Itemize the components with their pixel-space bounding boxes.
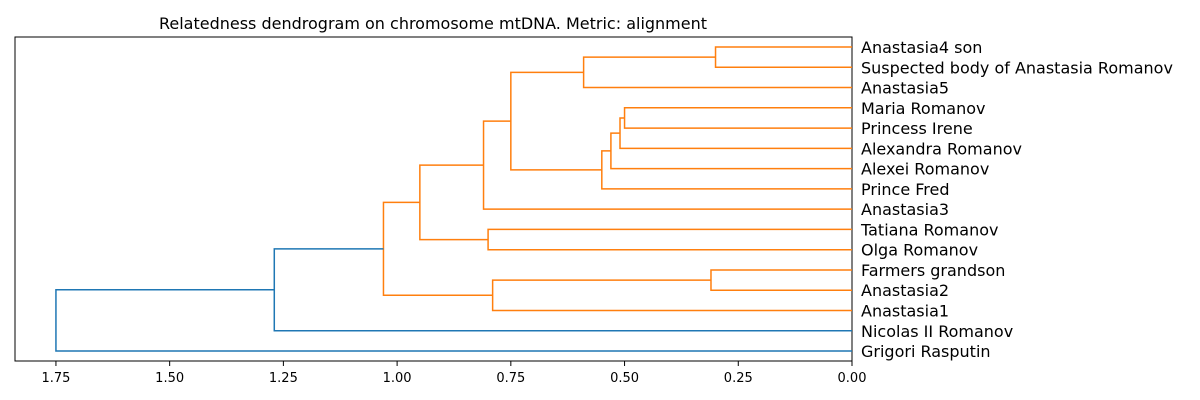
dendrogram-link-c7 (510, 71, 602, 171)
dendrogram-link-c5 (610, 132, 852, 170)
chart-title: Relatedness dendrogram on chromosome mtD… (159, 14, 707, 33)
dendrogram-link-c6 (601, 150, 852, 190)
leaf-label: Olga Romanov (861, 241, 978, 260)
dendrogram-link-c8 (482, 120, 852, 210)
x-tick-label: 0.75 (496, 371, 525, 386)
dendrogram-links (55, 46, 852, 352)
leaf-label: Anastasia3 (861, 200, 949, 219)
leaf-label: Suspected body of Anastasia Romanov (861, 58, 1173, 77)
leaf-label: Nicolas II Romanov (861, 322, 1013, 341)
x-tick-label: 0.50 (610, 371, 639, 386)
x-tick-label: 1.75 (41, 371, 70, 386)
dendrogram-link-c4 (619, 117, 852, 150)
dendrogram-link-c3 (623, 107, 852, 129)
x-tick-label: 0.00 (838, 371, 867, 386)
x-tick-label: 0.25 (724, 371, 753, 386)
leaf-label: Anastasia5 (861, 79, 949, 98)
x-tick-label: 1.00 (383, 371, 412, 386)
leaf-label: Farmers grandson (861, 261, 1005, 280)
dendrogram-link-c12 (491, 279, 852, 312)
plot-frame (14, 36, 853, 362)
dendrogram-link-c9 (487, 228, 852, 251)
leaf-label: Tatiana Romanov (860, 220, 998, 239)
leaf-label: Alexei Romanov (861, 160, 989, 179)
leaf-label: Prince Fred (861, 180, 950, 199)
leaf-label: Anastasia2 (861, 281, 949, 300)
leaf-label: Grigori Rasputin (861, 342, 991, 361)
dendrogram-link-c2 (582, 56, 852, 89)
leaf-label: Princess Irene (861, 119, 973, 138)
leaf-label: Anastasia1 (861, 302, 949, 321)
dendrogram-link-c10 (419, 164, 489, 241)
leaf-label: Anastasia4 son (861, 38, 982, 57)
x-tick-label: 1.25 (269, 371, 298, 386)
leaf-label: Maria Romanov (861, 99, 986, 118)
dendrogram-link-c1 (714, 46, 852, 69)
x-tick-label: 1.50 (155, 371, 184, 386)
x-axis: 1.75 1.50 1.25 1.00 0.75 0.50 0.25 0.00 (41, 361, 866, 386)
dendrogram-link-c11 (710, 269, 852, 291)
leaf-label: Alexandra Romanov (861, 139, 1022, 158)
dendrogram-link-c13 (382, 201, 493, 297)
dendrogram-link-c15 (55, 289, 852, 352)
